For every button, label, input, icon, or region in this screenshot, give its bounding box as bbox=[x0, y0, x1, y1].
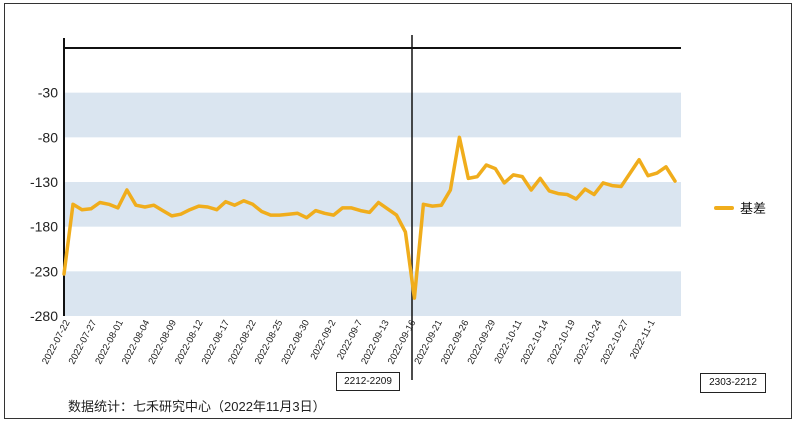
contract-label-left: 2212-2209 bbox=[336, 372, 400, 391]
x-tick-label: 2022-11-1 bbox=[628, 318, 658, 361]
y-tick-label: -180 bbox=[30, 219, 58, 235]
legend: 基差 bbox=[714, 198, 766, 217]
contract-label-right: 2303-2212 bbox=[700, 373, 766, 393]
y-tick-label: -30 bbox=[38, 85, 58, 101]
grid-band-1 bbox=[64, 182, 681, 227]
y-tick-label: -80 bbox=[38, 129, 58, 145]
y-tick-label: -130 bbox=[30, 174, 58, 190]
y-tick-label: -230 bbox=[30, 263, 58, 279]
legend-label: 基差 bbox=[740, 201, 767, 216]
x-tick-label: 2022-09-2 bbox=[309, 318, 339, 361]
x-tick-label: 2022-09-7 bbox=[335, 318, 365, 361]
source-note: 数据统计：七禾研究中心（2022年11月3日） bbox=[68, 399, 326, 414]
x-tick-label: 2022-08-30 bbox=[279, 318, 312, 366]
x-tick-label: 2022-10-27 bbox=[599, 318, 632, 366]
y-tick-label: -280 bbox=[30, 308, 58, 324]
grid-band-0 bbox=[64, 92, 681, 138]
grid-band-2 bbox=[64, 271, 681, 316]
legend-swatch bbox=[714, 205, 734, 210]
series-line-basis bbox=[62, 135, 677, 300]
chart-frame bbox=[4, 3, 792, 419]
